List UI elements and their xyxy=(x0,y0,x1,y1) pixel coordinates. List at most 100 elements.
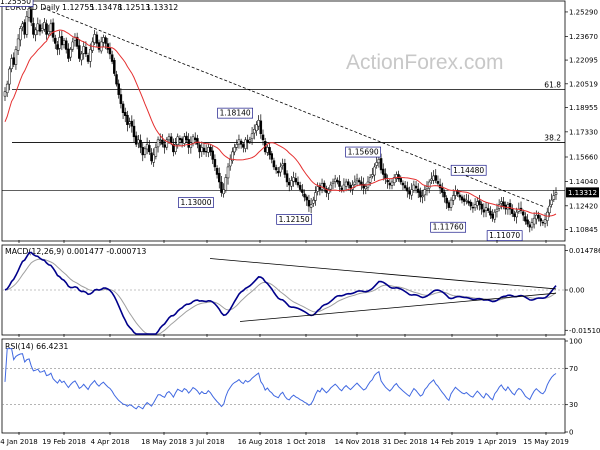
candle-body xyxy=(266,147,269,153)
candle-body xyxy=(21,23,24,28)
price-label: 1.18140 xyxy=(220,109,251,118)
x-tick-label: 4 Jan 2018 xyxy=(0,438,38,446)
candle-body xyxy=(423,189,427,196)
candle-body xyxy=(458,194,462,198)
candle-body xyxy=(491,213,494,219)
candle-body xyxy=(397,174,400,180)
candle-body xyxy=(524,216,527,222)
candle-body xyxy=(281,163,284,167)
candle-body xyxy=(493,211,497,220)
candle-body xyxy=(443,191,446,198)
candle-body xyxy=(543,219,547,224)
candle-body xyxy=(482,209,486,213)
candle-body xyxy=(500,201,503,204)
candle-body xyxy=(257,119,260,127)
candle-body xyxy=(32,23,35,35)
candle-body xyxy=(93,34,96,43)
candle-body xyxy=(113,60,116,74)
candle-body xyxy=(382,168,385,175)
candle-body xyxy=(336,179,339,183)
price-layer: 61.8 38.2 1.25550 1.18140 1.13000 1.12150 1.15… xyxy=(0,0,565,241)
price-label-box xyxy=(217,107,253,119)
candle-body xyxy=(349,184,352,189)
candle-body xyxy=(250,133,254,140)
price-label: 1.14480 xyxy=(453,166,484,175)
candle-body xyxy=(215,167,219,175)
price-label-box xyxy=(345,146,381,158)
candle-body xyxy=(307,200,311,207)
candle-body xyxy=(150,152,153,162)
price-label-box xyxy=(450,164,487,176)
candle-body xyxy=(12,57,15,65)
candle-body xyxy=(548,205,551,214)
fib-label-0: 61.8 xyxy=(544,80,561,89)
candle-body xyxy=(207,147,210,153)
candle-body xyxy=(167,136,171,141)
candle-body xyxy=(368,177,372,183)
price-label-box xyxy=(430,221,467,233)
candle-body xyxy=(231,151,234,162)
candle-body xyxy=(515,211,518,218)
candle-body xyxy=(355,178,359,182)
candle-body xyxy=(213,159,217,168)
candle-body xyxy=(301,189,304,193)
price-label: 1.25550 xyxy=(0,0,31,6)
candle-body xyxy=(430,178,433,181)
macd-y-tick-label: 0.014786 xyxy=(569,247,600,255)
candle-body xyxy=(410,189,413,196)
x-tick-label: 31 Dec 2018 xyxy=(383,438,428,446)
axis-layer: 1.25290 1.23670 1.22095 1.20519 1.18955 1.173… xyxy=(0,8,600,446)
rsi-y-tick-label: 30 xyxy=(569,401,578,409)
candle-body xyxy=(331,181,335,184)
candle-body xyxy=(353,181,357,185)
candle-body xyxy=(373,166,376,176)
candle-body xyxy=(454,190,457,196)
candle-body xyxy=(121,103,125,113)
candle-body xyxy=(23,22,26,35)
x-tick-label: 15 May 2019 xyxy=(523,438,569,446)
candle-body xyxy=(176,136,179,145)
candle-body xyxy=(530,222,534,228)
candle-body xyxy=(200,147,204,152)
candle-body xyxy=(460,196,464,201)
price-label: 1.12150 xyxy=(279,215,310,224)
candle-body xyxy=(401,182,405,186)
candle-body xyxy=(246,139,249,144)
candle-body xyxy=(169,136,173,144)
candle-body xyxy=(451,195,455,201)
candle-body xyxy=(209,146,212,153)
candle-body xyxy=(237,139,241,145)
candle-body xyxy=(27,8,31,18)
rsi-panel xyxy=(1,338,566,434)
candle-body xyxy=(84,47,88,55)
rsi-y-tick-label: 100 xyxy=(569,338,582,346)
candle-body xyxy=(272,160,276,168)
candle-body xyxy=(47,31,50,35)
candle-body xyxy=(408,191,411,195)
macd-line xyxy=(4,251,557,335)
candle-body xyxy=(362,183,365,189)
candle-body xyxy=(38,24,42,32)
candle-body xyxy=(62,40,66,46)
candle-body xyxy=(480,203,483,210)
candle-body xyxy=(126,114,129,126)
watermark: ActionForex.com xyxy=(346,51,504,74)
candle-body xyxy=(226,166,230,179)
candle-body xyxy=(51,22,55,38)
ohlc-close: 1.13312 xyxy=(146,3,178,12)
candle-body xyxy=(239,140,243,145)
candle-body xyxy=(16,38,20,51)
candle-body xyxy=(489,210,492,216)
candle-body xyxy=(528,224,532,228)
price-label: 1.13000 xyxy=(180,198,211,207)
candle-body xyxy=(303,193,306,198)
ohlc-low: 1.12513 xyxy=(118,3,150,12)
candle-body xyxy=(342,184,346,191)
x-tick-label: 3 Jul 2018 xyxy=(189,438,224,446)
candle-body xyxy=(526,219,529,225)
candle-body xyxy=(449,199,453,208)
price-y-tick-label: 1.14040 xyxy=(569,178,598,186)
candle-body xyxy=(427,181,431,189)
candle-body xyxy=(45,23,48,35)
candle-body xyxy=(189,142,193,148)
